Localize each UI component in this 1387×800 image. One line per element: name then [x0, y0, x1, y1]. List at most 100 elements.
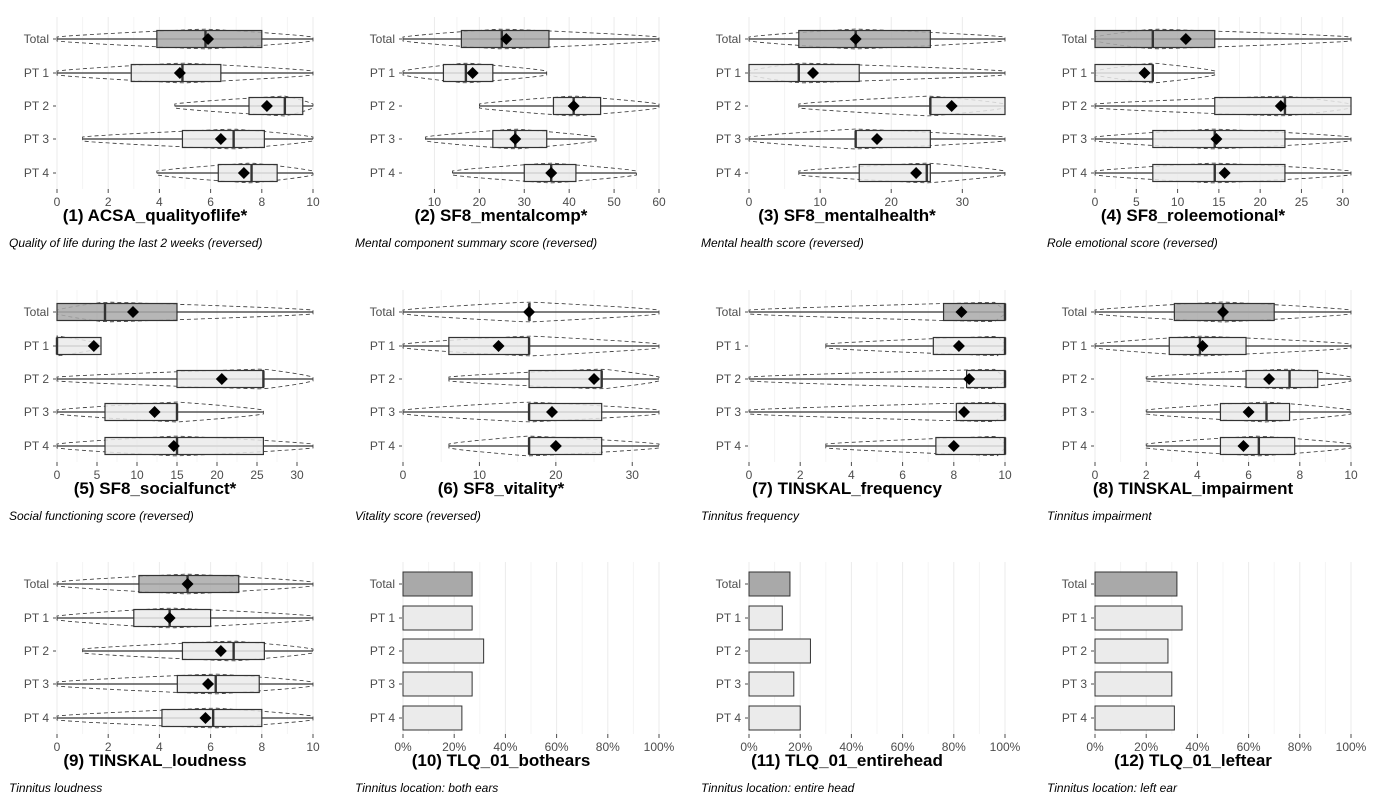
chart-panel-1: Total PT 1 PT 2 PT 3 PT 4 0 2 4 6 8 10 (1) ACSA_qua… — [9, 17, 320, 250]
x-tick-label: 2 — [1143, 468, 1150, 482]
x-tick-label: 0 — [54, 740, 61, 754]
x-tick-label: 30 — [1336, 195, 1350, 209]
category-label: PT 2 — [716, 372, 741, 386]
x-tick-label: 80% — [1288, 740, 1312, 754]
category-label: PT 4 — [370, 711, 395, 725]
panel-subtitle: Role emotional score (reversed) — [1047, 236, 1218, 250]
box — [56, 302, 178, 322]
bar — [402, 705, 463, 731]
category-label: Total — [370, 577, 395, 591]
mean-marker — [466, 67, 479, 79]
x-tick-label: 100% — [644, 740, 675, 754]
mean-marker — [588, 373, 601, 385]
x-tick-label: 5 — [1133, 195, 1140, 209]
x-tick-label: 20% — [1134, 740, 1158, 754]
x-tick-label: 0 — [54, 468, 61, 482]
x-tick-label: 40% — [839, 740, 863, 754]
bar — [1094, 638, 1169, 664]
category-label: PT 2 — [370, 644, 395, 658]
chart-panel-11: Total PT 1 PT 2 PT 3 PT 4 0% 20% 40% 60% 80% 100% (… — [701, 562, 1021, 795]
panel-subtitle: Tinnitus impairment — [1047, 509, 1152, 523]
mean-marker — [1274, 100, 1287, 112]
chart-panel-8: Total PT 1 PT 2 PT 3 PT 4 0 2 4 6 8 10 (8) TINSKAL_… — [1047, 290, 1358, 523]
mean-marker — [167, 440, 180, 452]
x-tick-label: 2 — [105, 740, 112, 754]
mean-marker — [807, 67, 819, 79]
x-tick-label: 2 — [105, 195, 112, 209]
panel-subtitle: Tinnitus location: left ear — [1047, 781, 1178, 795]
x-tick-label: 20 — [210, 468, 224, 482]
x-tick-label: 10 — [1171, 195, 1185, 209]
x-tick-label: 10 — [306, 195, 320, 209]
x-tick-label: 6 — [207, 740, 214, 754]
panel-title: (6) SF8_vitality* — [438, 479, 565, 498]
bar — [748, 638, 811, 664]
x-tick-label: 0 — [746, 468, 753, 482]
chart-panel-3: Total PT 1 PT 2 PT 3 PT 4 0 10 20 30 (3) SF8_ment… — [701, 17, 1006, 250]
x-tick-label: 15 — [1212, 195, 1226, 209]
category-label: PT 1 — [370, 66, 395, 80]
x-tick-label: 30 — [290, 468, 304, 482]
mean-marker — [523, 306, 536, 318]
mean-marker — [849, 33, 862, 45]
category-label: PT 2 — [24, 372, 49, 386]
category-label: PT 3 — [24, 677, 49, 691]
box — [176, 674, 260, 694]
panel-title: (11) TLQ_01_entirehead — [751, 751, 943, 770]
box — [942, 302, 1006, 322]
category-label: PT 1 — [370, 611, 395, 625]
x-tick-label: 4 — [156, 740, 163, 754]
chart-panel-5: Total PT 1 PT 2 PT 3 PT 4 0 5 10 15 20 25 30 (5) SF8… — [9, 290, 314, 523]
category-label: PT 4 — [716, 711, 741, 725]
panel-title: (3) SF8_mentalhealth* — [758, 206, 936, 225]
x-tick-label: 15 — [170, 468, 184, 482]
category-label: PT 1 — [24, 611, 49, 625]
category-label: Total — [370, 32, 395, 46]
panel-title: (8) TINSKAL_impairment — [1093, 479, 1294, 498]
mean-marker — [546, 406, 559, 418]
mean-marker — [567, 100, 580, 112]
x-tick-label: 30 — [518, 195, 532, 209]
violin-outline — [1145, 368, 1352, 390]
mean-marker — [199, 712, 212, 724]
bar — [1094, 571, 1178, 597]
x-tick-label: 10 — [813, 195, 827, 209]
x-tick-label: 10 — [428, 195, 442, 209]
category-label: PT 3 — [370, 677, 395, 691]
category-label: PT 4 — [1062, 711, 1087, 725]
panel-subtitle: Tinnitus location: entire head — [701, 781, 855, 795]
category-label: PT 3 — [24, 132, 49, 146]
category-label: PT 1 — [24, 66, 49, 80]
box — [1094, 29, 1216, 49]
x-tick-label: 4 — [1194, 468, 1201, 482]
mean-marker — [500, 33, 513, 45]
panel-subtitle: Mental health score (reversed) — [701, 236, 864, 250]
mean-marker — [202, 678, 215, 690]
panel-subtitle: Mental component summary score (reversed… — [355, 236, 597, 250]
mean-marker — [163, 612, 176, 624]
panel-subtitle: Tinnitus frequency — [701, 509, 800, 523]
category-label: PT 4 — [1062, 166, 1087, 180]
violin-outline — [452, 162, 637, 184]
x-tick-label: 25 — [250, 468, 264, 482]
category-label: PT 3 — [1062, 132, 1087, 146]
panel-subtitle: Tinnitus location: both ears — [355, 781, 498, 795]
bar — [748, 705, 801, 731]
mean-marker — [260, 100, 273, 112]
mean-marker — [509, 133, 522, 145]
category-label: PT 3 — [370, 132, 395, 146]
x-tick-label: 60% — [891, 740, 915, 754]
mean-marker — [947, 440, 960, 452]
category-label: Total — [24, 305, 49, 319]
x-tick-label: 20% — [788, 740, 812, 754]
x-tick-label: 6 — [1245, 468, 1252, 482]
mean-marker — [87, 340, 100, 352]
box — [104, 402, 178, 422]
mean-marker — [202, 33, 215, 45]
mean-marker — [952, 340, 965, 352]
box — [1219, 436, 1296, 456]
x-tick-label: 60% — [545, 740, 569, 754]
x-tick-label: 60% — [1237, 740, 1261, 754]
bar — [402, 605, 473, 631]
violin-outline — [825, 335, 1006, 357]
